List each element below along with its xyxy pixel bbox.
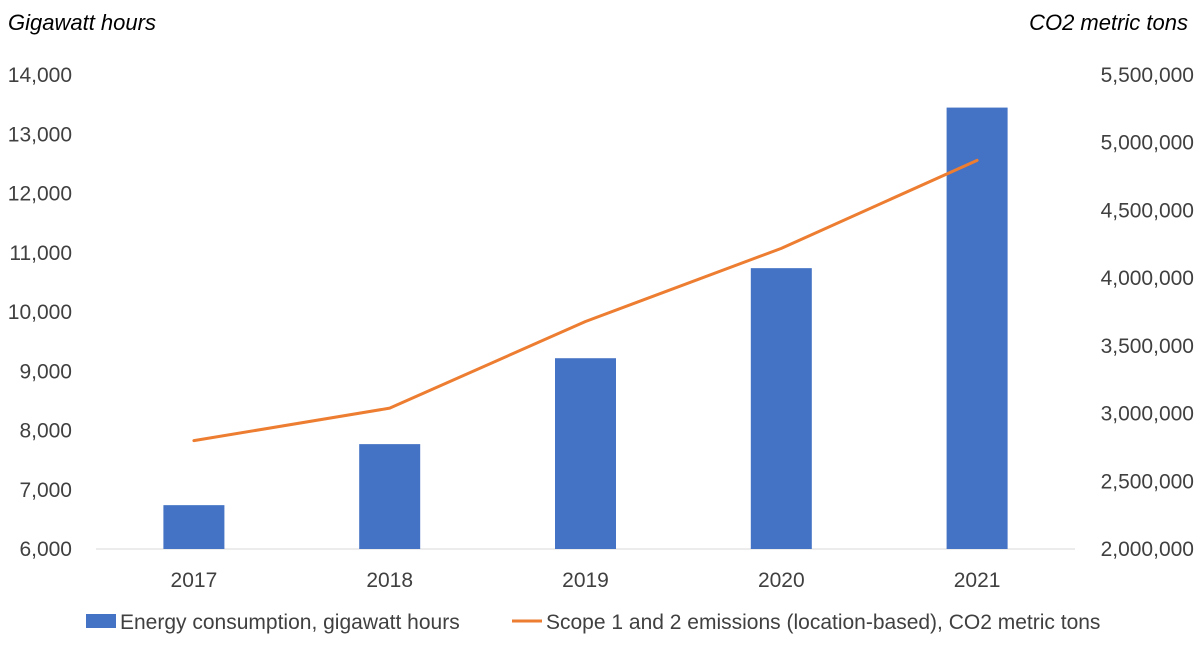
right-tick-label: 5,000,000	[1101, 132, 1194, 155]
legend-line-label: Scope 1 and 2 emissions (location-based)…	[546, 611, 1100, 634]
left-tick-label: 11,000	[9, 242, 72, 265]
left-tick-label: 8,000	[19, 420, 72, 443]
bar	[946, 107, 1008, 550]
left-tick-label: 13,000	[8, 123, 72, 146]
right-tick-label: 4,000,000	[1101, 267, 1194, 290]
right-axis-title: CO2 metric tons	[1029, 10, 1188, 35]
bar	[750, 268, 812, 549]
left-axis-ticks: 6,000 7,000 8,000 9,000 10,000 11,000 12,000 13…	[8, 64, 72, 561]
left-axis-title: Gigawatt hours	[8, 10, 156, 35]
legend-bar-label: Energy consumption, gigawatt hours	[120, 611, 460, 634]
right-axis-ticks: 2,000,000 2,500,000 3,000,000 3,500,000 4,00…	[1101, 64, 1194, 561]
left-tick-label: 9,000	[19, 360, 72, 383]
right-tick-label: 3,500,000	[1101, 335, 1194, 358]
bar-series	[163, 107, 1008, 550]
x-category-label: 2018	[366, 569, 413, 592]
line-series	[192, 158, 979, 443]
bar	[163, 505, 225, 549]
x-category-label: 2017	[171, 569, 218, 592]
x-category-label: 2021	[954, 569, 1001, 592]
right-tick-label: 5,500,000	[1101, 64, 1194, 87]
left-tick-label: 14,000	[8, 64, 72, 87]
right-tick-label: 4,500,000	[1101, 199, 1194, 222]
legend: Energy consumption, gigawatt hours Scope …	[86, 611, 1100, 634]
right-tick-label: 3,000,000	[1101, 403, 1194, 426]
left-tick-label: 7,000	[19, 479, 72, 502]
right-tick-label: 2,500,000	[1101, 470, 1194, 493]
bar	[555, 358, 616, 549]
x-category-label: 2020	[758, 569, 805, 592]
legend-bar-swatch	[86, 614, 116, 628]
bar	[359, 444, 421, 549]
left-tick-label: 10,000	[8, 301, 72, 324]
left-tick-label: 12,000	[8, 183, 72, 206]
x-axis-categories: 2017 2018 2019 2020 2021	[171, 569, 1001, 592]
x-category-label: 2019	[562, 569, 609, 592]
left-tick-label: 6,000	[19, 538, 72, 561]
right-tick-label: 2,000,000	[1101, 538, 1194, 561]
